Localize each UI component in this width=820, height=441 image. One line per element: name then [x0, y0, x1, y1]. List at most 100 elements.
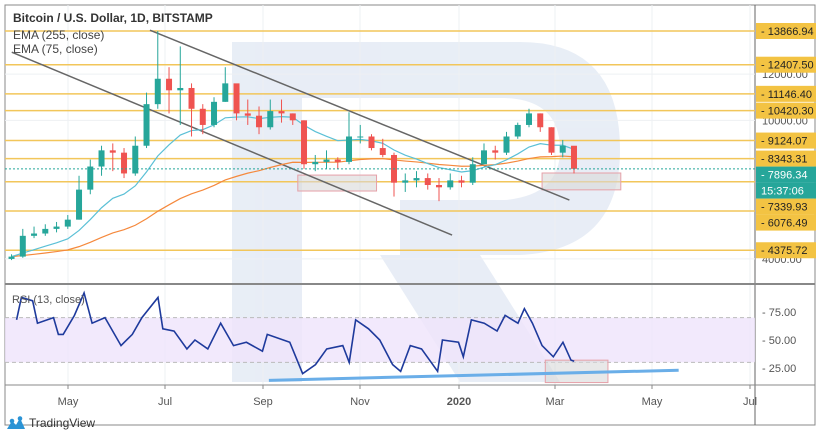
price-label-bg: [756, 56, 816, 73]
candle-body: [312, 161, 319, 165]
candle: [537, 113, 544, 132]
candle-body: [121, 152, 128, 174]
candle-body: [548, 127, 555, 153]
candle-body: [98, 150, 105, 167]
candle: [436, 178, 443, 202]
price-label-text: - 6076.49: [761, 218, 807, 230]
candle: [503, 131, 510, 155]
candle-body: [244, 113, 251, 116]
candle-body: [368, 136, 375, 149]
candle: [211, 97, 218, 128]
candle: [570, 145, 577, 174]
candle: [559, 139, 566, 158]
price-label-text: - 12407.50: [761, 60, 814, 72]
candle-body: [323, 159, 330, 162]
time-axis-label: May: [642, 396, 663, 408]
ema-255-legend[interactable]: EMA (255, close): [13, 28, 105, 42]
price-label-bg: [756, 150, 816, 167]
candle-body: [76, 189, 83, 220]
candle-body: [233, 83, 240, 114]
price-label-text: - 8343.31: [761, 154, 807, 166]
candle-body: [132, 145, 139, 174]
ema-255-line: [11, 155, 575, 258]
level-price-label: - 13866.94: [756, 23, 816, 39]
candle: [548, 127, 555, 155]
candle-body: [278, 111, 285, 114]
candle: [379, 138, 386, 158]
level-price-label: - 8343.31: [756, 150, 816, 167]
rsi-legend[interactable]: RSI (13, close): [12, 294, 85, 306]
candle: [492, 145, 499, 160]
candle-body: [492, 150, 499, 153]
candle: [312, 154, 319, 172]
candle-body: [301, 120, 308, 165]
candle-body: [256, 115, 263, 128]
candle: [166, 67, 173, 114]
price-label-text: - 11146.40: [761, 89, 812, 101]
rsi-axis-tick: - 25.00: [762, 363, 796, 375]
last-price-label: - 7896.34: [756, 166, 816, 183]
candle-body: [143, 104, 150, 146]
candle: [346, 112, 353, 165]
candle: [98, 145, 105, 176]
candle-body: [53, 226, 60, 229]
candle: [256, 106, 263, 135]
price-label-text: - 7896.34: [761, 170, 807, 182]
candle-body: [154, 78, 161, 105]
candle: [188, 83, 195, 137]
price-label-bg: [756, 132, 816, 149]
candle-body: [402, 180, 409, 183]
candle-body: [211, 101, 218, 125]
candle: [64, 215, 71, 229]
candle-body: [87, 166, 94, 190]
candle: [87, 159, 94, 195]
channel-line: [149, 29, 570, 201]
candle: [458, 175, 465, 188]
candle-body: [289, 113, 296, 121]
candle-body: [222, 83, 229, 102]
price-label-bg: [756, 23, 816, 39]
level-price-label: - 6076.49: [756, 214, 816, 231]
level-price-label: - 4375.72: [756, 242, 816, 259]
bar-countdown-label: 15:37:06: [756, 182, 816, 199]
price-label-text: - 7339.93: [761, 202, 807, 214]
candle-body: [570, 145, 577, 169]
candle: [76, 175, 83, 220]
candle: [413, 171, 420, 188]
candle-body: [19, 235, 26, 257]
level-price-label: - 10420.30: [756, 102, 816, 119]
level-price-label: - 12407.50: [756, 56, 816, 73]
candle-body: [334, 159, 341, 162]
price-label-bg: [756, 102, 816, 119]
tradingview-brand[interactable]: TradingView: [6, 416, 95, 430]
candle: [514, 122, 521, 139]
candle-body: [379, 148, 386, 155]
price-label-text: - 9124.07: [761, 136, 807, 148]
candle: [323, 150, 330, 169]
candle: [525, 108, 532, 128]
candle: [278, 99, 285, 123]
candle-body: [166, 78, 173, 91]
candle-body: [64, 219, 71, 227]
candle: [109, 143, 116, 172]
candle-body: [109, 150, 116, 153]
candle-body: [436, 185, 443, 188]
candle-body: [458, 180, 465, 183]
candle: [402, 173, 409, 192]
level-price-label: - 7339.93: [756, 198, 816, 215]
watermark-bowl: [302, 42, 620, 255]
candle: [154, 31, 161, 109]
candle-body: [267, 111, 274, 128]
candle: [177, 46, 184, 125]
candle: [121, 148, 128, 179]
time-axis-label: Jul: [743, 396, 757, 408]
candle-body: [31, 233, 38, 236]
ema-75-legend[interactable]: EMA (75, close): [13, 42, 98, 56]
price-label-bg: [756, 242, 816, 259]
candle: [53, 221, 60, 233]
candle: [424, 173, 431, 190]
candle-body: [346, 136, 353, 162]
rsi-line: [15, 290, 575, 375]
candle-body: [199, 108, 206, 125]
